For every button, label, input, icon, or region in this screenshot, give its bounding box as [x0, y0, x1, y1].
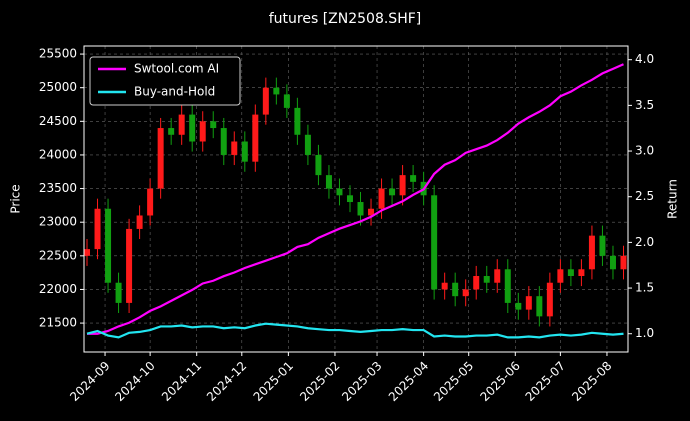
candle-body — [357, 202, 364, 216]
candle-body — [126, 228, 133, 303]
candle-body — [546, 282, 553, 317]
y-tick-label: 24000 — [39, 147, 77, 161]
candle-body — [315, 154, 322, 176]
candle-body — [441, 282, 448, 290]
candle-body — [136, 215, 143, 229]
candle-body — [536, 296, 543, 317]
y2-axis-label: Return — [666, 179, 680, 219]
candle-body — [168, 128, 175, 135]
candle-body — [199, 121, 206, 142]
candle-body — [189, 114, 196, 142]
y-tick-label: 23000 — [39, 215, 77, 229]
x-tick-label: 2024-12 — [204, 359, 249, 404]
legend-box — [89, 56, 241, 106]
candle-body — [252, 114, 259, 162]
x-tick-label: 2025-06 — [478, 359, 523, 404]
candle-body — [620, 255, 627, 270]
candle-body — [378, 188, 385, 209]
chart-title: futures [ZN2508.SHF] — [269, 11, 422, 27]
candle-body — [473, 276, 480, 290]
y2-tick-label: 2.5 — [635, 189, 654, 203]
candle-body — [557, 269, 564, 283]
candle-body — [262, 87, 269, 115]
candle-body — [588, 235, 595, 270]
y2-tick-label: 4.0 — [635, 52, 654, 66]
candle-body — [336, 188, 343, 196]
y2-tick-label: 2.0 — [635, 235, 654, 249]
candle-body — [515, 302, 522, 310]
x-tick-label: 2025-01 — [251, 359, 296, 404]
candle-body — [231, 141, 238, 155]
candle-body — [147, 188, 154, 216]
candle-body — [325, 175, 332, 189]
candle-body — [525, 296, 532, 310]
y-tick-label: 24500 — [39, 114, 77, 128]
x-tick-label: 2024-11 — [159, 359, 204, 404]
legend-label: Buy-and-Hold — [134, 85, 215, 99]
x-tick-label: 2025-03 — [339, 359, 384, 404]
candle-body — [294, 107, 301, 135]
candle-body — [157, 128, 164, 189]
candle-body — [283, 94, 290, 108]
x-tick-label: 2025-02 — [297, 359, 342, 404]
candle-body — [462, 289, 469, 297]
y-tick-label: 23500 — [39, 181, 77, 195]
plot-frame — [83, 45, 629, 353]
y-tick-label: 25000 — [39, 80, 77, 94]
candle-body — [452, 282, 459, 297]
x-tick-label: 2024-09 — [67, 359, 112, 404]
candle-body — [84, 249, 91, 256]
candle-body — [410, 175, 417, 182]
candle-body — [567, 269, 574, 277]
candle-body — [105, 208, 112, 283]
candle-body — [178, 114, 185, 135]
candle-body — [578, 269, 585, 277]
legend-label: Swtool.com AI — [134, 62, 219, 76]
x-tick-label: 2024-10 — [112, 359, 157, 404]
x-tick-label: 2025-05 — [431, 359, 476, 404]
candle-body — [609, 255, 616, 270]
candle-body — [273, 87, 280, 95]
candle-body — [220, 128, 227, 155]
y-tick-label: 22500 — [39, 248, 77, 262]
x-tick-label: 2025-07 — [523, 359, 568, 404]
y-axis-label: Price — [9, 184, 23, 213]
candle-body — [346, 195, 353, 203]
y2-tick-label: 1.0 — [635, 326, 654, 340]
legend: Swtool.com AI Buy-and-Hold — [89, 56, 241, 106]
candle-body — [210, 121, 217, 129]
candle-body — [304, 134, 311, 155]
y-tick-label: 25500 — [39, 47, 77, 61]
candle-body — [368, 208, 375, 216]
candle-body — [483, 276, 490, 283]
x-tick-label: 2025-08 — [569, 359, 614, 404]
candle-body — [431, 195, 438, 290]
y-tick-label: 21500 — [39, 316, 77, 330]
candle-body — [599, 235, 606, 256]
candle-body — [389, 188, 396, 196]
y-tick-label: 22000 — [39, 282, 77, 296]
candle-body — [399, 175, 406, 196]
series-line — [86, 322, 624, 339]
series-line — [87, 63, 624, 335]
candle-body — [504, 269, 511, 303]
candle-body — [494, 269, 501, 283]
y2-tick-label: 1.5 — [635, 281, 654, 295]
y2-tick-label: 3.5 — [635, 98, 654, 112]
candle-body — [115, 282, 122, 303]
x-tick-label: 2025-04 — [386, 359, 431, 404]
candle-body — [241, 141, 248, 162]
candle-body — [94, 208, 101, 250]
y2-tick-label: 3.0 — [635, 144, 654, 158]
